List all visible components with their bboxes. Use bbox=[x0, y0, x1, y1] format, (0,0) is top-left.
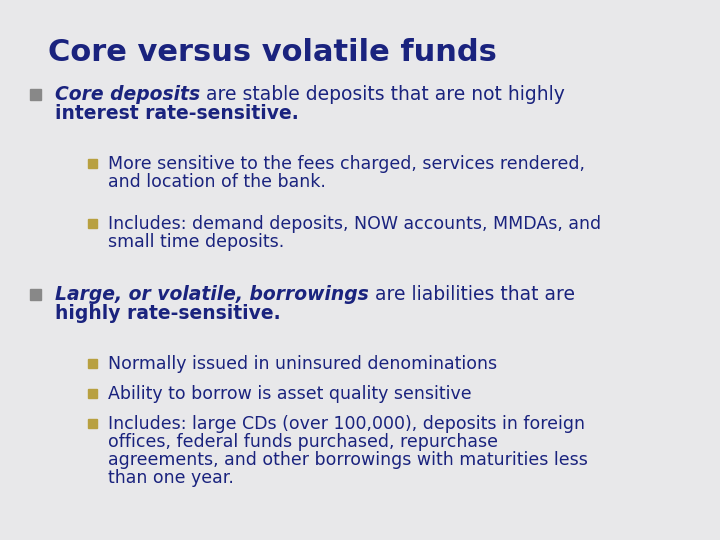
Text: and location of the bank.: and location of the bank. bbox=[108, 173, 326, 191]
Text: are stable deposits that are not highly: are stable deposits that are not highly bbox=[200, 85, 565, 104]
Text: agreements, and other borrowings with maturities less: agreements, and other borrowings with ma… bbox=[108, 451, 588, 469]
Text: Normally issued in uninsured denominations: Normally issued in uninsured denominatio… bbox=[108, 355, 497, 373]
Text: highly rate-sensitive.: highly rate-sensitive. bbox=[55, 304, 281, 323]
Text: Core deposits: Core deposits bbox=[55, 85, 200, 104]
Text: More sensitive to the fees charged, services rendered,: More sensitive to the fees charged, serv… bbox=[108, 155, 585, 173]
Bar bbox=[88, 389, 97, 398]
Text: small time deposits.: small time deposits. bbox=[108, 233, 284, 251]
Bar bbox=[30, 289, 41, 300]
Bar bbox=[88, 359, 97, 368]
Text: Ability to borrow is asset quality sensitive: Ability to borrow is asset quality sensi… bbox=[108, 385, 472, 403]
Bar bbox=[30, 89, 41, 100]
Text: offices, federal funds purchased, repurchase: offices, federal funds purchased, repurc… bbox=[108, 433, 498, 451]
Text: Includes: large CDs (over 100,000), deposits in foreign: Includes: large CDs (over 100,000), depo… bbox=[108, 415, 585, 433]
Bar bbox=[88, 219, 97, 228]
Text: are liabilities that are: are liabilities that are bbox=[369, 285, 575, 304]
Text: Core versus volatile funds: Core versus volatile funds bbox=[48, 38, 497, 67]
Text: Large, or volatile, borrowings: Large, or volatile, borrowings bbox=[55, 285, 369, 304]
Text: than one year.: than one year. bbox=[108, 469, 234, 487]
Text: interest rate-sensitive.: interest rate-sensitive. bbox=[55, 104, 299, 123]
Bar bbox=[88, 159, 97, 168]
Text: Includes: demand deposits, NOW accounts, MMDAs, and: Includes: demand deposits, NOW accounts,… bbox=[108, 215, 601, 233]
Bar bbox=[88, 419, 97, 428]
